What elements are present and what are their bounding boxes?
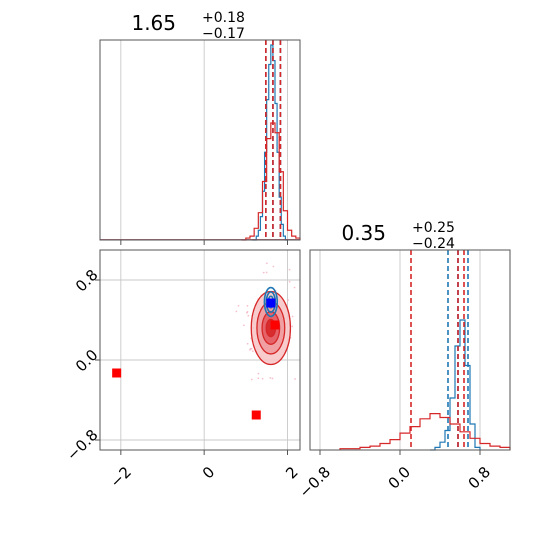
- sample-point: [265, 271, 268, 274]
- y-tick-label: 0.0: [72, 346, 102, 376]
- x-tick-label: 0.0: [385, 463, 415, 493]
- sample-point: [293, 286, 296, 289]
- sample-point: [250, 378, 253, 381]
- sample-point: [288, 268, 291, 271]
- histogram-series-1: [430, 319, 481, 451]
- histogram-series-2: [241, 122, 301, 241]
- x-tick-label: −2: [107, 463, 135, 491]
- sample-point: [291, 315, 294, 318]
- title-param-2-minus: −0.24: [412, 236, 455, 252]
- marker-square-2: [251, 410, 261, 420]
- marker-square-1: [112, 368, 122, 378]
- title-param-1-plus: +0.18: [202, 10, 245, 26]
- sample-point: [262, 271, 265, 274]
- sample-point: [246, 304, 249, 307]
- title-param-1-value: 1.65: [131, 11, 176, 35]
- sample-point: [242, 324, 245, 327]
- x-tick-label: −0.8: [296, 463, 334, 501]
- x-tick-label: 0.8: [465, 463, 495, 493]
- title-param-2-value: 0.35: [341, 221, 386, 245]
- y-tick-label: 0.8: [72, 266, 102, 296]
- sample-point: [257, 377, 260, 380]
- blue-contour-level-1: [263, 286, 279, 318]
- panel-frame: [99, 249, 301, 451]
- marginal-histogram-param-1: [99, 39, 301, 245]
- sample-point: [261, 377, 264, 380]
- histogram-series-1: [252, 44, 288, 241]
- sample-point: [246, 342, 249, 345]
- sample-point: [287, 299, 289, 302]
- title-param-2-plus: +0.25: [412, 220, 455, 236]
- sample-point: [257, 372, 260, 375]
- marginal-histogram-param-2: −0.8 0.0 0.8: [296, 249, 511, 501]
- joint-contour-panel: −2 0 2 −0.8 0.0 0.8: [63, 249, 302, 491]
- marker-square-4: [266, 298, 276, 308]
- sample-point: [291, 325, 294, 328]
- x-tick-label: 0: [199, 463, 218, 482]
- histogram-series-2: [339, 413, 511, 450]
- sample-point: [288, 280, 291, 283]
- sample-point: [294, 378, 296, 380]
- sample-point: [247, 314, 250, 317]
- title-param-1-minus: −0.17: [202, 26, 245, 42]
- panel-frame: [309, 249, 511, 451]
- sample-point: [246, 310, 249, 313]
- sample-point: [237, 304, 240, 307]
- y-tick-label: −0.8: [63, 426, 101, 464]
- sample-point: [235, 310, 238, 313]
- marker-square-3: [270, 320, 280, 330]
- sample-point: [272, 265, 275, 268]
- sample-point: [271, 377, 274, 380]
- panel-frame: [99, 39, 301, 241]
- sample-point: [251, 350, 254, 353]
- sample-point: [269, 377, 272, 379]
- sample-point: [265, 262, 268, 265]
- x-tick-label: 2: [282, 463, 301, 482]
- sample-point: [249, 348, 251, 351]
